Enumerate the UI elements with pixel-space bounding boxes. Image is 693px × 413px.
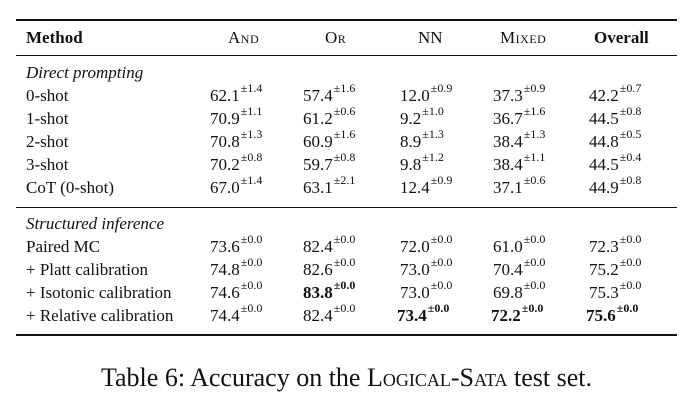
table-row: Paired MC 73.6±0.0 82.4±0.0 72.0±0.0 61.… xyxy=(0,232,693,258)
cell-nn: 12.4±0.9 xyxy=(400,173,453,197)
header-overall: Overall xyxy=(594,28,649,47)
cell-or: 60.9±1.6 xyxy=(303,127,356,151)
cell-nn-best: 73.4±0.0 xyxy=(397,301,450,325)
cell-and: 74.6±0.0 xyxy=(210,278,263,302)
header-mixed: Mixed xyxy=(500,28,547,47)
cell-overall: 42.2±0.7 xyxy=(589,81,642,105)
cell-mixed: 70.4±0.0 xyxy=(493,255,546,279)
header-nn: NN xyxy=(418,28,443,47)
table-row: + Isotonic calibration 74.6±0.0 83.8±0.0… xyxy=(0,278,693,304)
table-caption: Table 6: Accuracy on the Logical-Sata te… xyxy=(0,362,693,394)
row-method: 0-shot xyxy=(26,86,69,105)
cell-mixed: 38.4±1.1 xyxy=(493,150,546,174)
cell-or: 82.4±0.0 xyxy=(303,301,356,325)
cell-and: 67.0±1.4 xyxy=(210,173,263,197)
cell-overall: 44.5±0.8 xyxy=(589,104,642,128)
caption-dataset: Logical-Sata xyxy=(366,363,508,392)
cell-and: 73.6±0.0 xyxy=(210,232,263,256)
table-header-rule xyxy=(16,55,677,56)
table-row: + Relative calibration 74.4±0.0 82.4±0.0… xyxy=(0,301,693,327)
cell-nn: 73.0±0.0 xyxy=(400,278,453,302)
cell-or: 63.1±2.1 xyxy=(303,173,356,197)
cell-nn: 8.9±1.3 xyxy=(400,127,444,151)
cell-and: 74.8±0.0 xyxy=(210,255,263,279)
cell-and: 70.2±0.8 xyxy=(210,150,263,174)
cell-overall: 44.8±0.5 xyxy=(589,127,642,151)
cell-and: 62.1±1.4 xyxy=(210,81,263,105)
header-method: Method xyxy=(26,28,83,47)
cell-mixed: 69.8±0.0 xyxy=(493,278,546,302)
cell-overall: 44.9±0.8 xyxy=(589,173,642,197)
caption-suffix: test set. xyxy=(507,363,593,392)
section-title-row: Structured inference xyxy=(0,212,693,235)
cell-nn: 72.0±0.0 xyxy=(400,232,453,256)
section-separator-rule xyxy=(16,207,677,208)
table-bottom-rule xyxy=(16,334,677,336)
table-row: 0-shot 62.1±1.4 57.4±1.6 12.0±0.9 37.3±0… xyxy=(0,81,693,107)
cell-mixed: 36.7±1.6 xyxy=(493,104,546,128)
cell-and: 70.9±1.1 xyxy=(210,104,263,128)
table-top-rule xyxy=(16,19,677,21)
row-method: + Isotonic calibration xyxy=(26,283,172,302)
table-row: 1-shot 70.9±1.1 61.2±0.6 9.2±1.0 36.7±1.… xyxy=(0,104,693,130)
cell-or: 59.7±0.8 xyxy=(303,150,356,174)
cell-mixed: 38.4±1.3 xyxy=(493,127,546,151)
row-method: 1-shot xyxy=(26,109,69,128)
cell-or: 82.6±0.0 xyxy=(303,255,356,279)
cell-mixed: 61.0±0.0 xyxy=(493,232,546,256)
section-title: Direct prompting xyxy=(26,63,144,82)
section-title-row: Direct prompting xyxy=(0,61,693,84)
cell-mixed: 37.3±0.9 xyxy=(493,81,546,105)
cell-nn: 9.2±1.0 xyxy=(400,104,444,128)
table-row: + Platt calibration 74.8±0.0 82.6±0.0 73… xyxy=(0,255,693,281)
cell-overall: 75.2±0.0 xyxy=(589,255,642,279)
row-method: 2-shot xyxy=(26,132,69,151)
row-method: + Relative calibration xyxy=(26,306,174,325)
cell-overall: 75.3±0.0 xyxy=(589,278,642,302)
cell-nn: 9.8±1.2 xyxy=(400,150,444,174)
table-header-row: Method And Or NN Mixed Overall xyxy=(0,26,693,49)
cell-nn: 12.0±0.9 xyxy=(400,81,453,105)
cell-or: 82.4±0.0 xyxy=(303,232,356,256)
cell-and: 70.8±1.3 xyxy=(210,127,263,151)
cell-overall-best: 75.6±0.0 xyxy=(586,301,639,325)
cell-and: 74.4±0.0 xyxy=(210,301,263,325)
cell-overall: 72.3±0.0 xyxy=(589,232,642,256)
table-row: 3-shot 70.2±0.8 59.7±0.8 9.8±1.2 38.4±1.… xyxy=(0,150,693,176)
cell-or-best: 83.8±0.0 xyxy=(303,278,356,302)
cell-mixed: 37.1±0.6 xyxy=(493,173,546,197)
row-method: CoT (0-shot) xyxy=(26,178,114,197)
table-row: 2-shot 70.8±1.3 60.9±1.6 8.9±1.3 38.4±1.… xyxy=(0,127,693,153)
table-row: CoT (0-shot) 67.0±1.4 63.1±2.1 12.4±0.9 … xyxy=(0,173,693,199)
cell-or: 57.4±1.6 xyxy=(303,81,356,105)
row-method: Paired MC xyxy=(26,237,101,256)
caption-prefix: Table 6: Accuracy on the xyxy=(100,363,367,392)
header-or: Or xyxy=(325,28,347,47)
header-and: And xyxy=(228,28,260,47)
cell-nn: 73.0±0.0 xyxy=(400,255,453,279)
cell-overall: 44.5±0.4 xyxy=(589,150,642,174)
cell-mixed-best: 72.2±0.0 xyxy=(491,301,544,325)
cell-or: 61.2±0.6 xyxy=(303,104,356,128)
section-title: Structured inference xyxy=(26,214,165,233)
row-method: 3-shot xyxy=(26,155,69,174)
row-method: + Platt calibration xyxy=(26,260,148,279)
